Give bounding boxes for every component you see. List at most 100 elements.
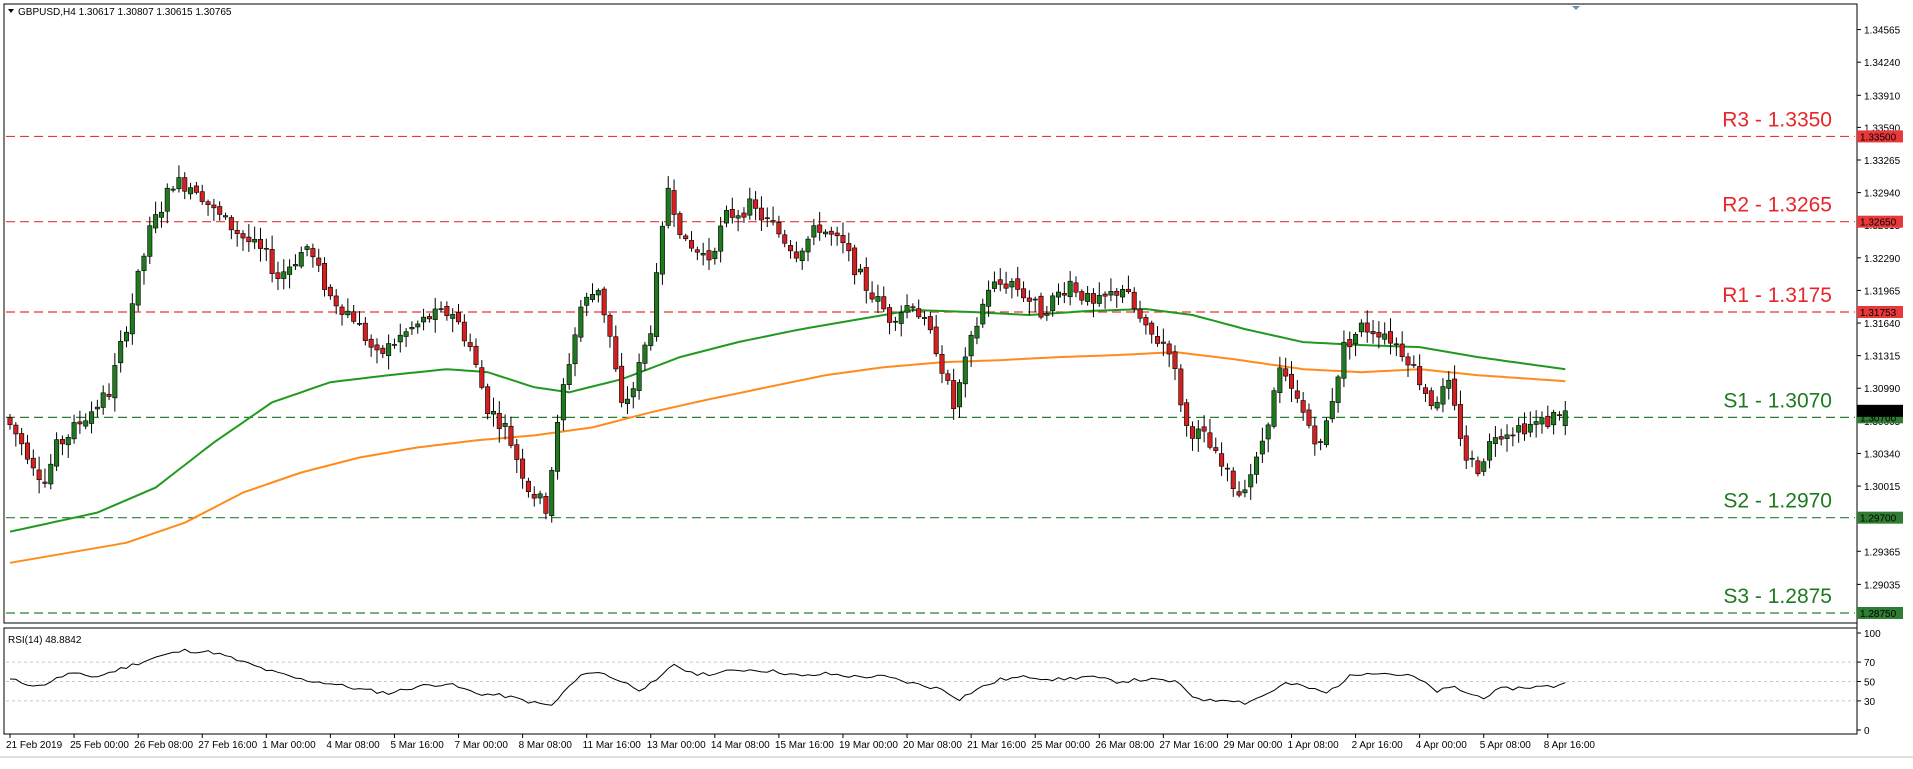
candle-body bbox=[310, 248, 316, 258]
candle-body bbox=[176, 177, 182, 190]
candle bbox=[1050, 292, 1056, 317]
time-tick-label: 11 Mar 16:00 bbox=[583, 740, 642, 751]
candle bbox=[1411, 355, 1417, 368]
support-resistance-levels: R3 - 1.3350 R2 - 1.3265 R1 - 1.3175 S1 - 1.… bbox=[6, 108, 1855, 614]
time-tick-label: 1 Mar 00:00 bbox=[262, 740, 316, 751]
candle bbox=[327, 284, 333, 300]
level-tag-text: 1.31753 bbox=[1860, 308, 1897, 319]
time-tick-label: 8 Apr 16:00 bbox=[1544, 740, 1596, 751]
candle bbox=[36, 456, 42, 494]
candle bbox=[735, 209, 741, 232]
candle-body bbox=[1085, 293, 1091, 302]
price-tick-label: 1.34565 bbox=[1864, 26, 1901, 37]
candle-body bbox=[252, 238, 258, 243]
candle bbox=[1032, 296, 1038, 313]
candle bbox=[42, 468, 48, 488]
rsi-tick-label: 50 bbox=[1864, 678, 1876, 689]
candle bbox=[566, 353, 572, 390]
candle-body bbox=[1533, 421, 1539, 425]
candle bbox=[19, 427, 25, 456]
candle-body bbox=[1411, 364, 1417, 366]
candle-body bbox=[834, 232, 840, 237]
candle bbox=[753, 191, 759, 221]
candle bbox=[1021, 281, 1027, 302]
candle-body bbox=[1079, 291, 1085, 301]
candle-body bbox=[1155, 336, 1161, 344]
candle bbox=[1312, 416, 1318, 456]
candle-body bbox=[1440, 386, 1446, 405]
candle bbox=[1213, 437, 1219, 454]
candle-body bbox=[543, 496, 549, 514]
candle bbox=[89, 401, 95, 434]
candle-body bbox=[89, 411, 95, 424]
candle bbox=[1318, 438, 1324, 451]
candle-body bbox=[916, 308, 922, 318]
candle bbox=[1341, 330, 1347, 388]
candle-body bbox=[555, 421, 561, 472]
dropdown-arrow-icon[interactable] bbox=[8, 9, 14, 13]
candle bbox=[555, 414, 561, 480]
candle-body bbox=[205, 201, 211, 205]
candle bbox=[1149, 320, 1155, 344]
time-tick-label: 19 Mar 00:00 bbox=[839, 740, 898, 751]
candle bbox=[624, 386, 630, 415]
candle-body bbox=[1504, 434, 1510, 439]
candle bbox=[30, 449, 36, 476]
time-tick-label: 29 Mar 00:00 bbox=[1223, 740, 1282, 751]
candle bbox=[1434, 396, 1440, 411]
candle-body bbox=[141, 255, 147, 272]
candle bbox=[560, 378, 566, 431]
candle bbox=[648, 325, 654, 351]
candle bbox=[793, 241, 799, 263]
price-tick-label: 1.33910 bbox=[1864, 91, 1901, 102]
time-tick-label: 25 Feb 00:00 bbox=[70, 740, 129, 751]
candle-body bbox=[753, 199, 759, 209]
candle bbox=[584, 292, 590, 317]
candle bbox=[1516, 417, 1522, 443]
candle-body bbox=[927, 316, 933, 331]
candle bbox=[1556, 411, 1562, 421]
candle-body bbox=[671, 190, 677, 215]
candle-body bbox=[147, 225, 153, 257]
candle-body bbox=[59, 439, 65, 445]
candle bbox=[1137, 300, 1143, 323]
candle-body bbox=[1428, 390, 1434, 407]
candle bbox=[1364, 310, 1370, 343]
candle bbox=[700, 242, 706, 266]
candle bbox=[1457, 390, 1463, 447]
candle-body bbox=[980, 303, 986, 325]
candle-body bbox=[1457, 404, 1463, 439]
candle-body bbox=[549, 469, 555, 516]
candle bbox=[922, 311, 928, 326]
candle-body bbox=[758, 207, 764, 221]
candle bbox=[147, 216, 153, 265]
candle bbox=[467, 333, 473, 352]
rsi-tick-label: 70 bbox=[1864, 658, 1876, 669]
candle bbox=[292, 254, 298, 271]
candle-body bbox=[922, 317, 928, 319]
candle bbox=[228, 215, 234, 240]
candle bbox=[1230, 467, 1236, 497]
candle-body bbox=[1236, 491, 1242, 496]
rsi-line bbox=[9, 648, 1566, 706]
candle bbox=[1487, 433, 1493, 469]
candle-body bbox=[193, 185, 199, 193]
candle bbox=[1079, 289, 1085, 305]
candle bbox=[852, 244, 858, 285]
symbol-header: GBPUSD,H4 1.30617 1.30807 1.30615 1.3076… bbox=[18, 7, 232, 18]
chart-shift-marker-icon[interactable] bbox=[1572, 6, 1580, 10]
candle bbox=[403, 328, 409, 348]
candle bbox=[974, 317, 980, 345]
candle bbox=[514, 439, 520, 473]
candle bbox=[1003, 271, 1009, 294]
price-tags: 1.33500 1.32650 1.31753 1.30700 1.29700 1.287… bbox=[1857, 130, 1903, 620]
candle-body bbox=[1166, 343, 1172, 355]
time-tick-label: 2 Apr 16:00 bbox=[1352, 740, 1404, 751]
candle bbox=[1120, 284, 1126, 304]
candle-body bbox=[636, 362, 642, 391]
candle bbox=[1160, 328, 1166, 357]
level-tag-text: 1.33500 bbox=[1860, 132, 1897, 143]
candle-body bbox=[572, 334, 578, 365]
candle bbox=[316, 248, 322, 273]
candle-body bbox=[228, 217, 234, 231]
